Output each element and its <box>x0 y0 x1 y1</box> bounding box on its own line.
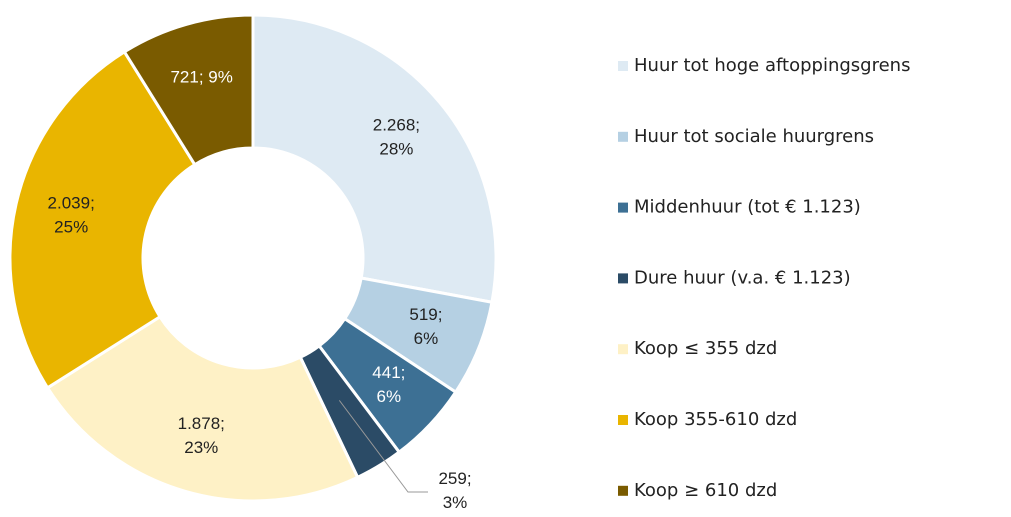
legend-swatch <box>618 202 628 213</box>
slice <box>251 13 498 304</box>
slice <box>122 13 255 167</box>
legend-label: Huur tot sociale huurgrens <box>634 126 874 147</box>
legend-label: Koop ≥ 610 dzd <box>634 480 777 501</box>
legend-label: Koop ≤ 355 dzd <box>634 338 777 359</box>
value-label: 441; 6% <box>372 363 405 406</box>
value-label: 1.878; 23% <box>178 415 225 458</box>
value-label-line: 23% <box>184 439 218 458</box>
value-label: 519; 6% <box>409 305 442 348</box>
legend-swatch <box>618 131 628 142</box>
legend-swatch <box>618 485 628 496</box>
value-label-line: 259; <box>438 469 471 488</box>
slice <box>45 314 360 503</box>
value-label: 721; 9% <box>170 68 232 87</box>
value-label-line: 6% <box>414 329 439 348</box>
legend-swatch <box>618 344 628 355</box>
value-label: 259; 3% <box>438 469 471 512</box>
value-label-line: 441; <box>372 363 405 382</box>
value-label-line: 25% <box>54 218 88 237</box>
leader-line <box>338 400 428 493</box>
slice <box>8 49 197 390</box>
legend-swatch <box>618 273 628 284</box>
value-label-line: 28% <box>379 140 413 159</box>
legend-swatch <box>618 415 628 425</box>
legend-label: Middenhuur (tot € 1.123) <box>634 197 861 218</box>
legend-swatch <box>618 61 628 71</box>
value-label-line: 2.268; <box>373 116 420 135</box>
legend-label: Dure huur (v.a. € 1.123) <box>634 267 851 288</box>
value-label-line: 1.878; <box>178 415 225 434</box>
value-label-line: 519; <box>409 305 442 324</box>
value-label-line: 721; 9% <box>170 68 232 87</box>
value-label-line: 2.039; <box>48 194 95 213</box>
value-label: 2.268; 28% <box>373 116 420 159</box>
legend-label: Huur tot hoge aftoppingsgrens <box>634 55 910 76</box>
value-label-line: 3% <box>443 493 468 512</box>
value-label: 2.039; 25% <box>48 194 95 237</box>
legend-label: Koop 355-610 dzd <box>634 409 797 430</box>
value-label-line: 6% <box>377 387 402 406</box>
